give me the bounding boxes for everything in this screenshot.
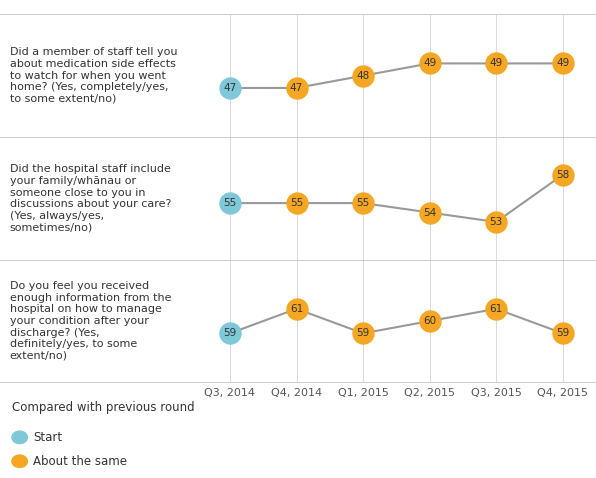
- Text: 48: 48: [356, 71, 370, 81]
- Text: 47: 47: [224, 83, 237, 93]
- Text: 47: 47: [290, 83, 303, 93]
- Text: Start: Start: [33, 431, 62, 444]
- Text: 59: 59: [556, 328, 569, 338]
- Point: [558, 171, 567, 179]
- Point: [491, 60, 501, 67]
- Point: [292, 305, 301, 313]
- Text: 61: 61: [290, 304, 303, 314]
- Text: 55: 55: [356, 198, 370, 208]
- Text: 49: 49: [556, 58, 569, 68]
- Point: [425, 317, 434, 325]
- Point: [292, 199, 301, 207]
- Text: 59: 59: [224, 328, 237, 338]
- Text: 61: 61: [489, 304, 503, 314]
- Text: Did a member of staff tell you
about medication side effects
to watch for when y: Did a member of staff tell you about med…: [10, 47, 178, 104]
- Point: [491, 218, 501, 226]
- Text: Compared with previous round: Compared with previous round: [12, 401, 194, 414]
- Text: 49: 49: [489, 58, 503, 68]
- Text: 49: 49: [423, 58, 436, 68]
- Text: 59: 59: [356, 328, 370, 338]
- Point: [558, 329, 567, 337]
- Point: [358, 72, 368, 79]
- Text: 60: 60: [423, 316, 436, 326]
- Text: 55: 55: [224, 198, 237, 208]
- Point: [358, 199, 368, 207]
- Point: [225, 84, 235, 92]
- Text: 53: 53: [489, 217, 503, 227]
- Point: [225, 199, 235, 207]
- Text: 54: 54: [423, 207, 436, 217]
- Point: [225, 329, 235, 337]
- Point: [292, 84, 301, 92]
- Text: 55: 55: [290, 198, 303, 208]
- Text: About the same: About the same: [33, 455, 127, 468]
- Point: [425, 209, 434, 217]
- Text: Did the hospital staff include
your family/whānau or
someone close to you in
dis: Did the hospital staff include your fami…: [10, 164, 171, 232]
- Text: 58: 58: [556, 170, 569, 180]
- Point: [425, 60, 434, 67]
- Text: Do you feel you received
enough information from the
hospital on how to manage
y: Do you feel you received enough informat…: [10, 281, 171, 361]
- Point: [358, 329, 368, 337]
- Point: [558, 60, 567, 67]
- Point: [491, 305, 501, 313]
